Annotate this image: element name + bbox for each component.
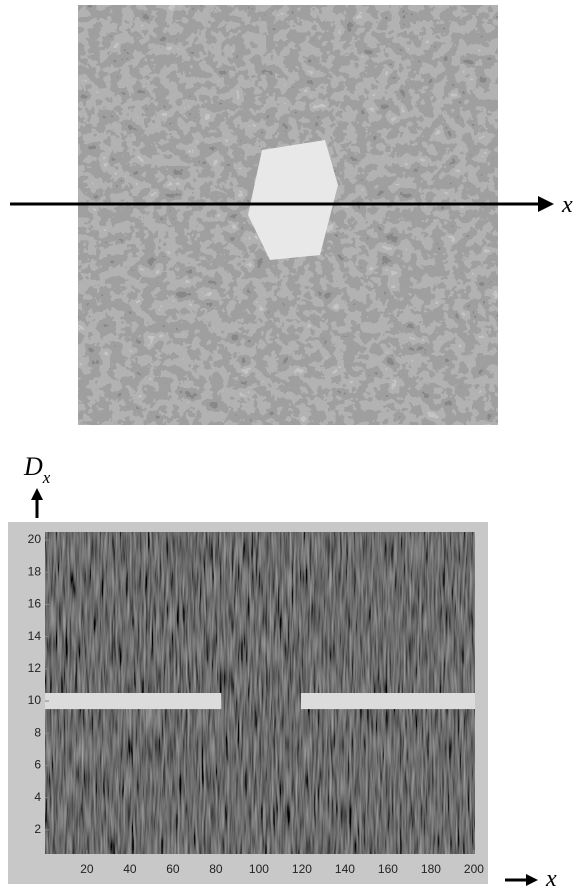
y-tick-label: 20	[28, 532, 42, 546]
x-tick-label: 80	[209, 862, 223, 876]
y-tick-label: 6	[34, 758, 41, 772]
x-tick-label: 200	[464, 862, 484, 876]
x-tick-label: 120	[292, 862, 312, 876]
arrow-head	[538, 196, 554, 212]
bright-band	[300, 693, 475, 710]
x-tick-label: 60	[166, 862, 180, 876]
x-tick-label: 20	[80, 862, 94, 876]
y-label-main: D	[23, 452, 43, 481]
bright-patch	[248, 140, 338, 260]
x-axis-label: x	[545, 866, 557, 892]
y-tick-label: 12	[28, 661, 42, 675]
x-tick-label: 40	[123, 862, 137, 876]
y-tick-label: 4	[34, 790, 41, 804]
x-tick-label: 140	[335, 862, 355, 876]
arrow-head	[31, 488, 43, 500]
y-axis-label: Dx	[23, 452, 51, 487]
arrow-head	[526, 874, 538, 886]
y-tick-label: 8	[34, 725, 41, 739]
y-label-sub: x	[42, 468, 51, 487]
y-tick-label: 14	[28, 629, 42, 643]
y-tick-label: 18	[28, 564, 42, 578]
x-tick-label: 100	[249, 862, 269, 876]
x-tick-label: 180	[421, 862, 441, 876]
image-axis-label: x	[561, 192, 573, 218]
y-tick-label: 2	[34, 822, 41, 836]
bright-band	[45, 693, 222, 710]
x-tick-label: 160	[378, 862, 398, 876]
y-tick-label: 10	[28, 693, 42, 707]
y-tick-label: 16	[28, 597, 42, 611]
